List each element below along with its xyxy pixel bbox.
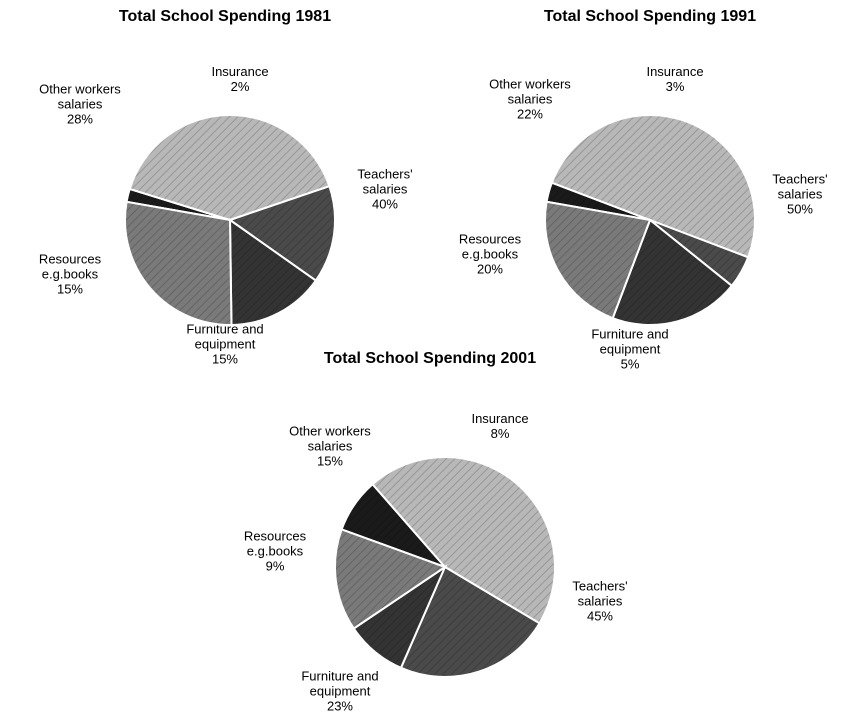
chart-title: Total School Spending 2001 — [210, 350, 650, 368]
chart-title: Total School Spending 1981 — [10, 8, 440, 26]
pie-chart-1981: Total School Spending 1981 Insurance 2%T… — [10, 8, 440, 338]
chart-title: Total School Spending 1991 — [440, 8, 860, 26]
pie-chart-1991: Total School Spending 1991 Insurance 3%T… — [440, 8, 860, 338]
pie-area: Insurance 2%Teachers' salaries 40%Furnit… — [10, 30, 440, 336]
pie-slice — [125, 202, 231, 325]
pie-chart-2001: Total School Spending 2001 Insurance 8%T… — [210, 350, 650, 690]
pie-area: Insurance 3%Teachers' salaries 50%Furnit… — [440, 30, 860, 336]
pie-svg — [10, 30, 440, 360]
pie-svg — [440, 30, 860, 360]
pie-area: Insurance 8%Teachers' salaries 45%Furnit… — [210, 372, 650, 688]
pie-svg — [210, 372, 650, 712]
